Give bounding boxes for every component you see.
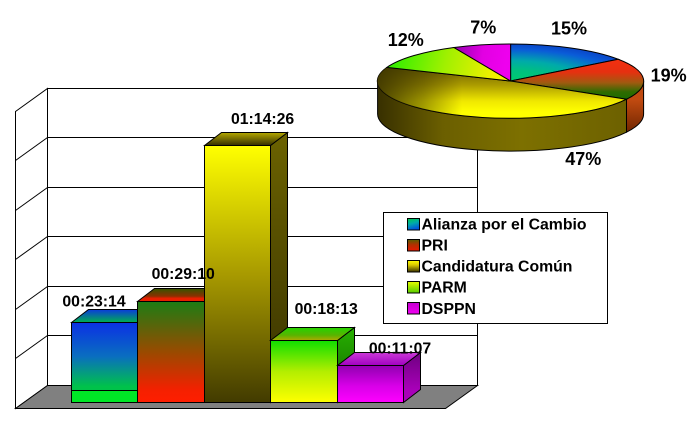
svg-text:15%: 15% (551, 19, 587, 39)
svg-text:00:11:07: 00:11:07 (369, 341, 432, 358)
svg-text:01:14:26: 01:14:26 (231, 111, 294, 128)
svg-text:Alianza por el Cambio: Alianza por el Cambio (422, 216, 587, 233)
svg-text:PARM: PARM (422, 280, 467, 297)
svg-text:00:23:14: 00:23:14 (62, 294, 125, 311)
svg-text:DSPPN: DSPPN (422, 301, 476, 318)
svg-text:00:29:10: 00:29:10 (152, 266, 215, 283)
svg-text:PRI: PRI (422, 237, 448, 254)
svg-text:47%: 47% (565, 149, 601, 169)
svg-text:7%: 7% (470, 17, 496, 37)
svg-text:Candidatura Común: Candidatura Común (422, 259, 573, 276)
svg-text:12%: 12% (388, 30, 424, 50)
svg-text:19%: 19% (651, 66, 687, 86)
svg-text:00:18:13: 00:18:13 (295, 301, 358, 318)
